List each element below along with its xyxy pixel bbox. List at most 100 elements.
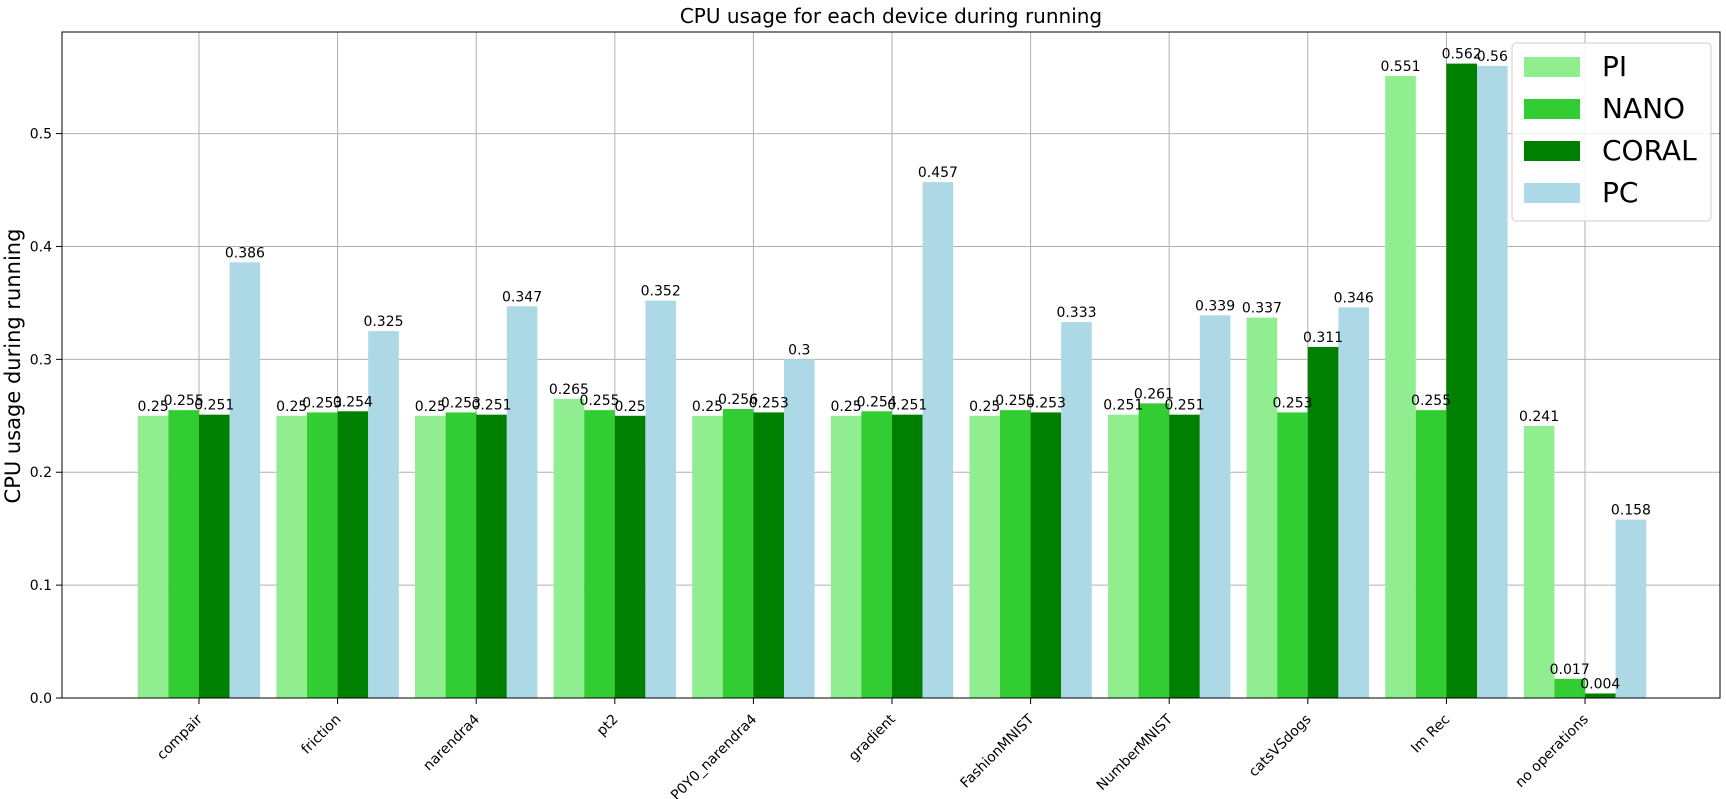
x-tick-label: no operations — [1512, 712, 1591, 791]
y-tick-label: 0.1 — [30, 578, 52, 594]
bar-value-label: 0.325 — [363, 314, 403, 330]
bar-value-label: 0.261 — [1134, 386, 1174, 402]
bar-value-label: 0.255 — [1411, 393, 1451, 409]
y-tick-label: 0.0 — [30, 691, 52, 707]
x-tick-label: compair — [154, 711, 206, 763]
y-tick-label: 0.3 — [30, 352, 52, 368]
x-tick-label: Im Rec — [1408, 712, 1453, 757]
bar-value-label: 0.25 — [415, 399, 446, 415]
legend-label: PI — [1602, 50, 1627, 83]
bar — [753, 412, 784, 698]
bar-value-label: 0.251 — [1164, 398, 1204, 414]
bar — [415, 415, 446, 698]
bar — [1415, 410, 1447, 698]
bar-value-label: 0.251 — [471, 398, 511, 414]
bar-value-label: 0.25 — [692, 399, 723, 415]
bar-value-label: 0.251 — [194, 398, 234, 414]
bars — [137, 63, 1647, 699]
bar-value-label: 0.347 — [502, 289, 542, 305]
bar — [584, 410, 615, 698]
bar — [168, 410, 199, 698]
bar — [1585, 693, 1616, 698]
bar — [1523, 425, 1555, 698]
bar — [1138, 403, 1170, 698]
bar-value-label: 0.017 — [1550, 662, 1590, 678]
bar-value-label: 0.254 — [857, 394, 897, 410]
bar-value-label: 0.333 — [1056, 305, 1096, 321]
legend-swatch — [1524, 141, 1580, 161]
bar — [1000, 410, 1031, 698]
bar — [1108, 414, 1139, 698]
bar-value-label: 0.253 — [441, 395, 481, 411]
bar-value-label: 0.158 — [1611, 503, 1651, 519]
legend-label: PC — [1602, 176, 1638, 209]
bar-value-label: 0.255 — [995, 393, 1035, 409]
bar — [445, 412, 477, 698]
bar — [1277, 412, 1308, 698]
bar-value-label: 0.251 — [1103, 398, 1143, 414]
x-tick-label: pt2 — [594, 712, 622, 740]
bar-value-label: 0.346 — [1334, 290, 1374, 306]
bar — [506, 306, 538, 698]
bar — [1061, 322, 1092, 698]
bar-value-label: 0.265 — [549, 382, 589, 398]
bar — [969, 415, 1000, 698]
bar-value-label: 0.241 — [1519, 409, 1559, 425]
plot-frame — [61, 31, 1721, 699]
x-tick-label: catsVSdogs — [1246, 712, 1315, 781]
bar — [692, 415, 723, 698]
bar-value-label: 0.253 — [1272, 395, 1312, 411]
legend-swatch — [1524, 183, 1580, 203]
bar-value-label: 0.25 — [138, 399, 169, 415]
bar-value-label: 0.253 — [749, 395, 789, 411]
y-tick-label: 0.5 — [30, 127, 52, 143]
bar-value-label: 0.25 — [969, 399, 1000, 415]
legend-swatch — [1524, 57, 1580, 77]
y-tick-label: 0.4 — [30, 239, 52, 255]
legend-box — [1511, 42, 1712, 222]
bar — [1169, 414, 1200, 698]
x-tick-label: gradient — [846, 711, 899, 764]
legend: PI NANO CORAL PC — [1511, 42, 1712, 222]
bar — [1554, 678, 1585, 698]
bar — [1246, 317, 1278, 698]
bar-value-label: 0.339 — [1195, 298, 1235, 314]
bar — [337, 411, 369, 698]
bar — [614, 415, 646, 698]
bar — [1199, 315, 1231, 698]
bar-value-label: 0.256 — [718, 392, 758, 408]
bar-value-label: 0.551 — [1380, 59, 1420, 75]
chart-title: CPU usage for each device during running — [680, 4, 1102, 28]
bar — [1477, 65, 1508, 699]
bar — [1446, 63, 1477, 698]
bar-value-label: 0.25 — [276, 399, 307, 415]
bar — [368, 331, 399, 698]
bar — [922, 182, 954, 698]
bar-value-label: 0.25 — [615, 399, 646, 415]
bar — [1307, 346, 1339, 698]
bar-value-label: 0.562 — [1442, 47, 1482, 63]
x-tick-label: narendra4 — [420, 711, 483, 774]
x-tick-label: P0Y0_narendra4 — [668, 711, 760, 799]
bar — [476, 414, 507, 698]
bar-value-labels: 0.25 0.25 0.25 0.265 0.25 0.25 0.25 0.251 0.337 0… — [138, 47, 1651, 693]
bar — [229, 262, 261, 698]
bar-value-label: 0.251 — [887, 398, 927, 414]
bar — [784, 359, 815, 698]
bar — [1338, 307, 1369, 698]
bar — [861, 411, 892, 698]
bar-value-label: 0.254 — [333, 394, 373, 410]
bar — [722, 409, 754, 698]
bar-value-label: 0.255 — [579, 393, 619, 409]
bar-value-label: 0.253 — [302, 395, 342, 411]
bar — [645, 300, 676, 698]
bar-value-label: 0.3 — [788, 342, 810, 358]
bar — [1615, 519, 1647, 698]
legend-swatch — [1524, 99, 1580, 119]
x-tick-label: friction — [298, 712, 344, 758]
bar — [892, 414, 923, 698]
bar-value-label: 0.457 — [918, 165, 958, 181]
bar — [276, 415, 307, 698]
bar-value-label: 0.255 — [164, 393, 204, 409]
bar — [137, 415, 169, 698]
